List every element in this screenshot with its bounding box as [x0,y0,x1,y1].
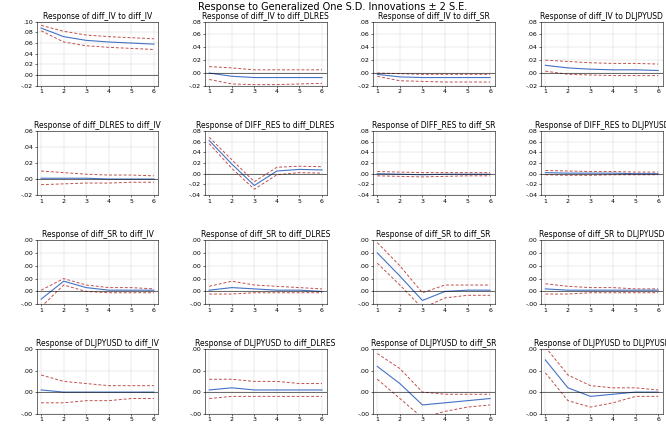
Text: Response to Generalized One S.D. Innovations ± 2 S.E.: Response to Generalized One S.D. Innovat… [198,2,468,12]
Title: Response of diff_SR to DLJPYUSD: Response of diff_SR to DLJPYUSD [539,230,665,239]
Title: Response of diff_SR to diff_IV: Response of diff_SR to diff_IV [41,230,153,239]
Title: Response of diff_IV to diff_DLRES: Response of diff_IV to diff_DLRES [202,12,329,21]
Title: Response of diff_SR to diff_SR: Response of diff_SR to diff_SR [376,230,491,239]
Title: Response of diff_IV to DLJPYUSD: Response of diff_IV to DLJPYUSD [540,12,663,21]
Title: Response of DLJPYUSD to diff_SR: Response of DLJPYUSD to diff_SR [371,339,496,349]
Title: Response of DIFF_RES to DLJPYUSD: Response of DIFF_RES to DLJPYUSD [535,121,666,130]
Title: Response of DLJPYUSD to DLJPYUSD: Response of DLJPYUSD to DLJPYUSD [533,339,666,349]
Title: Response of diff_DLRES to diff_IV: Response of diff_DLRES to diff_IV [34,121,161,130]
Title: Response of diff_SR to diff_DLRES: Response of diff_SR to diff_DLRES [201,230,330,239]
Title: Response of diff_IV to diff_IV: Response of diff_IV to diff_IV [43,12,152,21]
Title: Response of DLJPYUSD to diff_DLRES: Response of DLJPYUSD to diff_DLRES [195,339,336,349]
Title: Response of DLJPYUSD to diff_IV: Response of DLJPYUSD to diff_IV [36,339,159,349]
Title: Response of DIFF_RES to diff_DLRES: Response of DIFF_RES to diff_DLRES [196,121,335,130]
Title: Response of DIFF_RES to diff_SR: Response of DIFF_RES to diff_SR [372,121,496,130]
Title: Response of diff_IV to diff_SR: Response of diff_IV to diff_SR [378,12,490,21]
